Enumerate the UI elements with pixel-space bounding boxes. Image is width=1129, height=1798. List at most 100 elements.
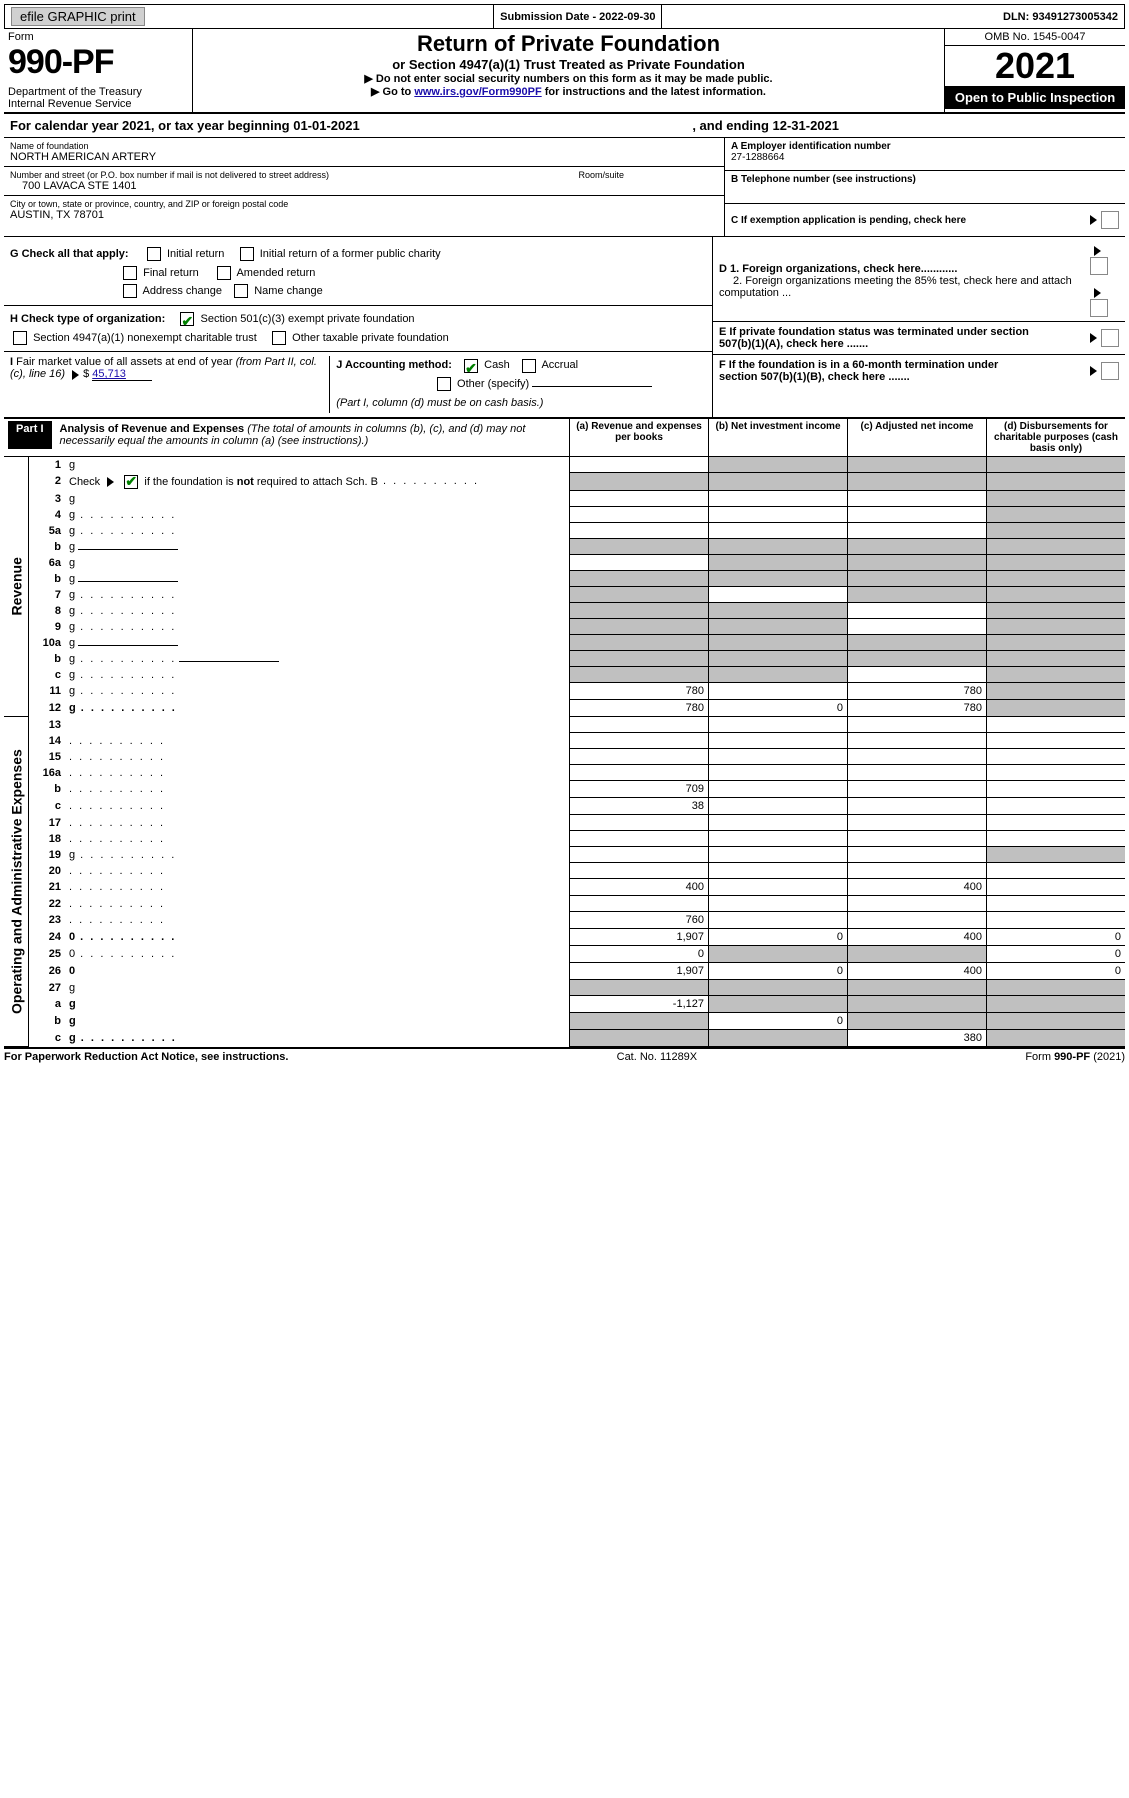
- efile-print-button[interactable]: efile GRAPHIC print: [11, 7, 145, 26]
- footer-cat: Cat. No. 11289X: [617, 1051, 698, 1063]
- address-cell: Number and street (or P.O. box number if…: [4, 167, 724, 196]
- amount-cell-d: [987, 749, 1126, 765]
- amount-cell-d: [987, 539, 1126, 555]
- row-description: g: [65, 980, 570, 996]
- arrow-icon: [1094, 288, 1101, 298]
- row-number: 27: [29, 980, 66, 996]
- header-center: Return of Private Foundation or Section …: [193, 29, 944, 112]
- row-number: 19: [29, 847, 66, 863]
- c-checkbox[interactable]: [1101, 211, 1119, 229]
- col-c-header: (c) Adjusted net income: [848, 418, 987, 456]
- row-number: 2: [29, 473, 66, 491]
- amount-cell-b: [709, 619, 848, 635]
- footer-right: Form 990-PF (2021): [1025, 1051, 1125, 1063]
- header-line1: ▶ Do not enter social security numbers o…: [201, 72, 936, 85]
- d1-checkbox[interactable]: [1090, 257, 1108, 275]
- phone-cell: B Telephone number (see instructions): [725, 171, 1125, 204]
- j-cash-checkbox[interactable]: [464, 359, 478, 373]
- g-initial-return-checkbox[interactable]: [147, 247, 161, 261]
- table-row: 22: [4, 896, 1125, 912]
- foundation-name: NORTH AMERICAN ARTERY: [10, 151, 718, 163]
- row-description: 0: [65, 963, 570, 980]
- amount-cell-b: [709, 815, 848, 831]
- dln: DLN: 93491273005342: [997, 5, 1124, 28]
- row-number: a: [29, 996, 66, 1013]
- g-address-change-checkbox[interactable]: [123, 284, 137, 298]
- ein-label: A Employer identification number: [731, 141, 1119, 152]
- table-row: b709: [4, 781, 1125, 798]
- table-row: 2601,90704000: [4, 963, 1125, 980]
- table-row: Revenue1g: [4, 456, 1125, 473]
- d2-checkbox[interactable]: [1090, 299, 1108, 317]
- amount-cell-a: [570, 831, 709, 847]
- form-number: 990-PF: [8, 43, 188, 82]
- amount-cell-d: [987, 555, 1126, 571]
- amount-cell-b: [709, 765, 848, 781]
- part1-title: Analysis of Revenue and Expenses: [60, 423, 245, 435]
- amount-cell-b: 0: [709, 1013, 848, 1030]
- arrow-icon: [1094, 246, 1101, 256]
- header-right: OMB No. 1545-0047 2021 Open to Public In…: [944, 29, 1125, 112]
- row-description: g: [65, 996, 570, 1013]
- amount-cell-d: [987, 587, 1126, 603]
- table-row: c38: [4, 798, 1125, 815]
- h-section: H Check type of organization: Section 50…: [4, 310, 712, 352]
- tax-year: 2021: [945, 46, 1125, 86]
- g-opt-5: Name change: [254, 285, 323, 297]
- entity-info: Name of foundation NORTH AMERICAN ARTERY…: [4, 138, 1125, 237]
- h-opt-3: Other taxable private foundation: [292, 332, 449, 344]
- row-description: g: [65, 619, 570, 635]
- h-opt-2: Section 4947(a)(1) nonexempt charitable …: [33, 332, 257, 344]
- amount-cell-c: [848, 555, 987, 571]
- amount-cell-b: [709, 651, 848, 667]
- h-4947-checkbox[interactable]: [13, 331, 27, 345]
- row-number: 7: [29, 587, 66, 603]
- row-number: 23: [29, 912, 66, 929]
- table-row: 21400400: [4, 879, 1125, 896]
- row-description: [65, 912, 570, 929]
- info-left: Name of foundation NORTH AMERICAN ARTERY…: [4, 138, 724, 236]
- h-501c3-checkbox[interactable]: [180, 312, 194, 326]
- j-other-checkbox[interactable]: [437, 377, 451, 391]
- amount-cell-d: [987, 912, 1126, 929]
- amount-cell-c: 400: [848, 929, 987, 946]
- amount-cell-a: [570, 749, 709, 765]
- amount-cell-c: [848, 539, 987, 555]
- j-accrual-checkbox[interactable]: [522, 359, 536, 373]
- amount-cell-a: 0: [570, 946, 709, 963]
- row-description: 0: [65, 929, 570, 946]
- amount-cell-c: [848, 717, 987, 733]
- row-description: 0: [65, 946, 570, 963]
- amount-cell-b: [709, 847, 848, 863]
- amount-cell-a: 400: [570, 879, 709, 896]
- row-description: g: [65, 1030, 570, 1047]
- row-number: 1: [29, 456, 66, 473]
- row-description: [65, 879, 570, 896]
- h-other-taxable-checkbox[interactable]: [272, 331, 286, 345]
- amount-cell-c: [848, 815, 987, 831]
- fmv-link[interactable]: 45,713: [92, 368, 152, 381]
- amount-cell-b: [709, 507, 848, 523]
- cal-year-end: , and ending 12-31-2021: [692, 118, 839, 133]
- part1-header-row: Part I Analysis of Revenue and Expenses …: [4, 418, 1125, 456]
- row-number: 8: [29, 603, 66, 619]
- table-row: 10ag: [4, 635, 1125, 651]
- city-state-zip: AUSTIN, TX 78701: [10, 209, 718, 221]
- row-description: [65, 831, 570, 847]
- g-initial-former-checkbox[interactable]: [240, 247, 254, 261]
- amount-cell-a: [570, 667, 709, 683]
- table-row: cg: [4, 667, 1125, 683]
- g-amended-checkbox[interactable]: [217, 266, 231, 280]
- g-name-change-checkbox[interactable]: [234, 284, 248, 298]
- h-label: H Check type of organization:: [10, 313, 165, 325]
- amount-cell-c: 780: [848, 683, 987, 700]
- g-final-return-checkbox[interactable]: [123, 266, 137, 280]
- arrow-icon: [1090, 366, 1097, 376]
- amount-cell-a: [570, 456, 709, 473]
- open-to-public: Open to Public Inspection: [945, 86, 1125, 109]
- row-description: [65, 896, 570, 912]
- form990pf-link[interactable]: www.irs.gov/Form990PF: [414, 86, 541, 98]
- c-label: C If exemption application is pending, c…: [731, 215, 966, 226]
- e-checkbox[interactable]: [1101, 329, 1119, 347]
- f-checkbox[interactable]: [1101, 362, 1119, 380]
